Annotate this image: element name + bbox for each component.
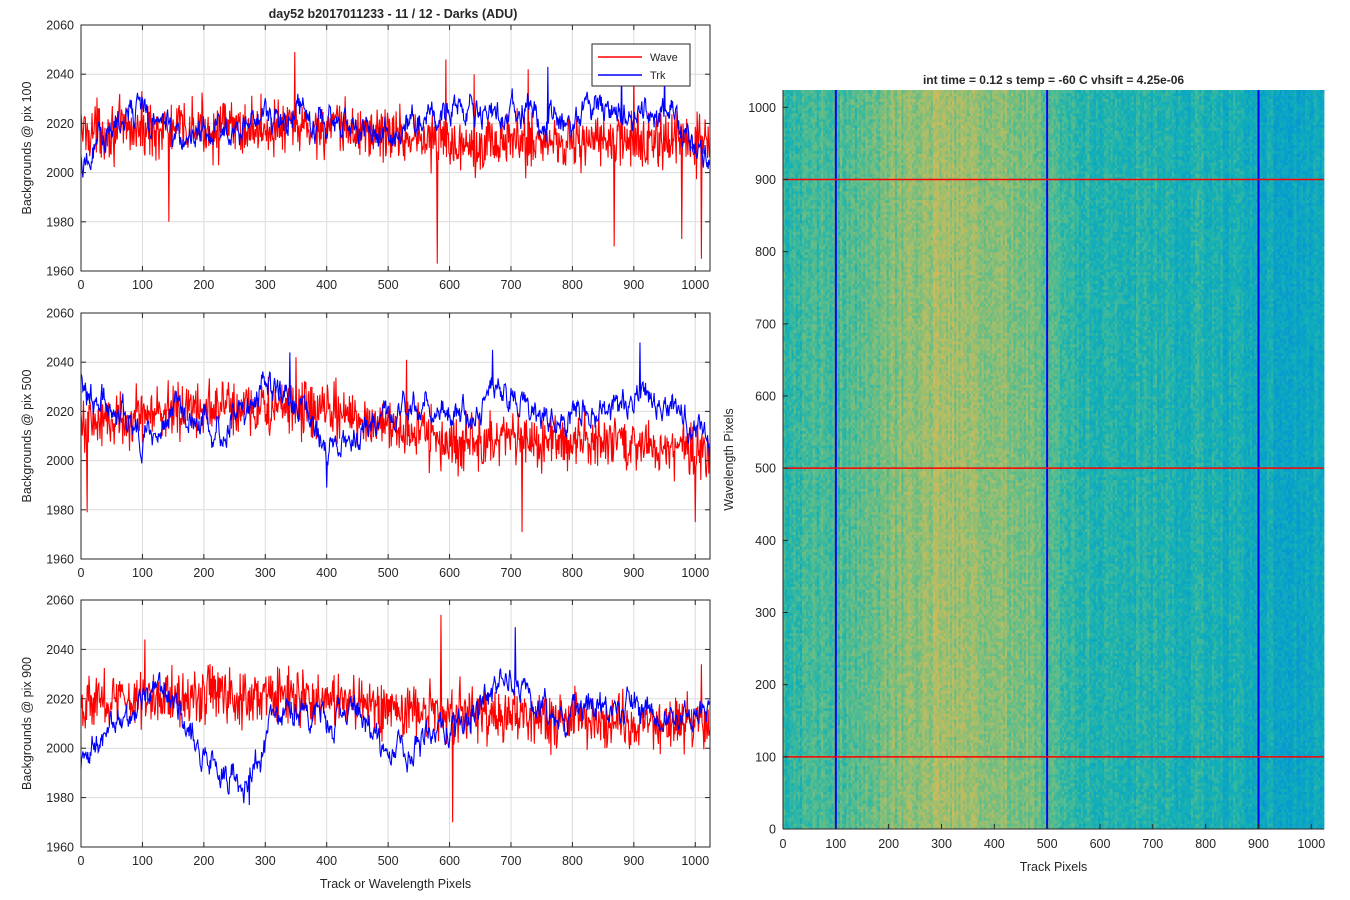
y-tick-label: 2040 [46,643,74,657]
x-tick-label: 800 [562,854,583,868]
x-tick-label: 700 [501,854,522,868]
heatmap-panel: 0 100 200 300 400 500 600 700 800 900 100001002003… [722,73,1325,874]
x-tick-label: 700 [501,566,522,580]
y-axis-label: Backgrounds @ pix 900 [20,657,34,790]
x-tick-label: 400 [316,566,337,580]
x-tick-label: 500 [378,566,399,580]
y-tick-label: 1960 [46,553,74,567]
y-tick-label: 1980 [46,215,74,229]
x-tick-label: 300 [255,854,276,868]
y-tick-label: 1980 [46,503,74,517]
y-tick-label: 2060 [46,594,74,608]
heatmap-cells [783,90,1324,829]
x-tick-label: 300 [255,566,276,580]
x-tick-label: 800 [562,566,583,580]
x-tick-label: 100 [132,566,153,580]
x-tick-label: 200 [193,854,214,868]
x-tick-label: 100 [132,278,153,292]
x-tick-label: 600 [439,278,460,292]
y-tick-label: 2020 [46,405,74,419]
y-axis-label: Backgrounds @ pix 500 [20,370,34,503]
x-tick-label: 500 [378,854,399,868]
y-tick-label: 2020 [46,692,74,706]
x-tick-label: 100 [132,854,153,868]
y-tick-label: 1980 [46,791,74,805]
x-tick-label: 800 [562,278,583,292]
plot-panel-pix-500: 0 100 200 300 400 500 600 700 800 900 1000 1960 1980… [20,307,710,581]
y-axis-label: Backgrounds @ pix 100 [20,82,34,215]
figure-title: day52 b2017011233 - 11 / 12 - Darks (ADU… [269,7,518,21]
x-tick-label: 1000 [681,278,709,292]
plot-panel-pix-900: 0 100 200 300 400 500 600 700 800 900 1000 1960 1980… [20,594,710,892]
y-tick-label: 2060 [46,307,74,321]
y-tick-label: 2040 [46,356,74,370]
x-tick-label: 0 [78,854,85,868]
x-tick-label: 200 [193,278,214,292]
x-tick-label: 400 [316,278,337,292]
x-tick-label: 900 [623,278,644,292]
x-tick-label: 0 [78,278,85,292]
x-tick-label: 900 [623,854,644,868]
x-tick-label: 600 [439,854,460,868]
x-tick-label: 600 [439,566,460,580]
x-tick-label: 1000 [681,566,709,580]
x-tick-label: 200 [193,566,214,580]
x-tick-label: 1000 [681,854,709,868]
x-axis-label: Track or Wavelength Pixels [320,877,471,891]
y-tick-label: 1960 [46,265,74,279]
x-tick-label: 500 [378,278,399,292]
y-tick-label: 2020 [46,117,74,131]
y-tick-label: 2040 [46,68,74,82]
x-tick-label: 400 [316,854,337,868]
y-tick-label: 2060 [46,19,74,33]
x-tick-label: 900 [623,566,644,580]
y-tick-label: 2000 [46,454,74,468]
y-tick-label: 2000 [46,742,74,756]
y-tick-label: 1960 [46,841,74,855]
y-tick-label: 2000 [46,166,74,180]
x-tick-label: 300 [255,278,276,292]
x-tick-label: 0 [78,566,85,580]
x-tick-label: 700 [501,278,522,292]
